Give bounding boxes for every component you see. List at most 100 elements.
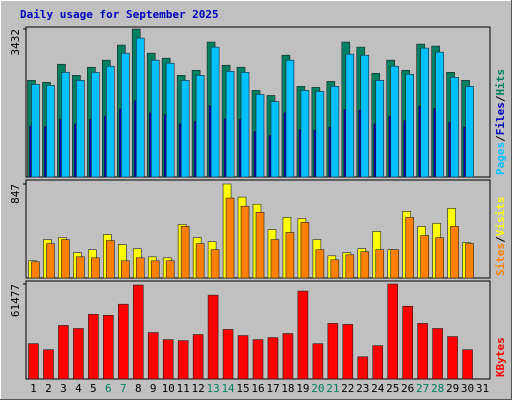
bar [237, 335, 249, 380]
bar [162, 339, 174, 380]
bar [88, 314, 99, 380]
bar [447, 336, 458, 380]
bar [315, 249, 325, 279]
bar [387, 283, 399, 380]
bar [165, 260, 175, 279]
legend-entry: Pages [494, 142, 507, 175]
bar [91, 71, 100, 178]
bar [390, 249, 400, 279]
bar [327, 323, 339, 380]
x-tick-label: 15 [236, 382, 249, 395]
bar [270, 101, 280, 178]
bar [432, 328, 443, 380]
legend-entry: Hits [494, 69, 507, 96]
legend-entry: Files [494, 102, 507, 135]
bar [207, 294, 219, 380]
bar [210, 46, 220, 178]
bar [405, 217, 414, 279]
bar [285, 59, 295, 178]
bar [147, 332, 159, 380]
bar [402, 305, 413, 380]
bar [76, 80, 85, 178]
bar [195, 75, 205, 178]
bar [345, 53, 355, 178]
bar [120, 52, 130, 178]
bar [300, 222, 310, 279]
bar [297, 290, 309, 380]
bar [375, 249, 385, 279]
x-tick-label: 3 [60, 382, 67, 395]
x-tick-label: 5 [90, 382, 97, 395]
bar [360, 251, 370, 279]
bar [135, 257, 145, 279]
bar [210, 249, 220, 279]
x-tick-label: 1 [30, 382, 37, 395]
y-tick-label: 61477 [9, 284, 22, 317]
x-tick-label: 10 [162, 382, 175, 395]
legend: Pages/Files/Hits [494, 69, 507, 175]
x-tick-label: 21 [326, 382, 339, 395]
x-tick-label: 4 [75, 382, 82, 395]
bar [150, 59, 160, 178]
bar [285, 232, 295, 279]
legend-entry: Visits [494, 197, 507, 237]
x-tick-label: 2 [45, 382, 52, 395]
bar [106, 65, 115, 178]
bar [180, 226, 190, 279]
bar [132, 284, 144, 380]
x-tick-label: 29 [446, 382, 459, 395]
bar [61, 239, 70, 279]
bar [375, 80, 385, 178]
x-tick-label: 9 [150, 382, 157, 395]
x-tick-label: 27 [416, 382, 429, 395]
x-tick-label: 11 [177, 382, 190, 395]
x-tick-label: 25 [386, 382, 399, 395]
bar [225, 70, 235, 178]
legend: Sites/Visits [494, 197, 507, 277]
bar [267, 337, 279, 380]
bar [117, 303, 129, 380]
bar [390, 65, 400, 178]
bar [315, 91, 325, 178]
x-tick-label: 18 [281, 382, 294, 395]
bar [192, 334, 204, 380]
bar [61, 71, 70, 178]
x-tick-label: 26 [401, 382, 414, 395]
bar [345, 254, 355, 279]
x-tick-label: 22 [341, 382, 354, 395]
bar [106, 240, 115, 279]
bar [177, 340, 189, 380]
bar [103, 315, 114, 380]
legend-separator: / [494, 135, 507, 142]
bar [120, 260, 130, 279]
x-tick-label: 19 [296, 382, 309, 395]
bar [43, 349, 54, 380]
bar [300, 90, 310, 178]
x-tick-label: 14 [221, 382, 235, 395]
bar [357, 356, 369, 380]
x-tick-label: 20 [311, 382, 324, 395]
bar [255, 94, 265, 178]
bar [31, 84, 40, 178]
legend-separator: / [494, 95, 507, 102]
bar [240, 205, 250, 279]
bar [255, 211, 265, 279]
bar [270, 239, 280, 279]
bar [420, 235, 429, 279]
bar [222, 329, 234, 380]
bar [165, 62, 175, 178]
bar [465, 243, 474, 279]
bar [465, 86, 474, 178]
bar [28, 343, 39, 380]
bar [450, 226, 459, 279]
legend: KBytes [494, 337, 507, 377]
x-tick-label: 16 [251, 382, 264, 395]
y-tick-label: 847 [9, 184, 22, 204]
legend-separator: / [494, 236, 507, 243]
bar [372, 345, 384, 380]
bar [252, 339, 264, 380]
x-tick-label: 30 [461, 382, 474, 395]
x-tick-label: 6 [105, 382, 112, 395]
bar [195, 243, 205, 279]
